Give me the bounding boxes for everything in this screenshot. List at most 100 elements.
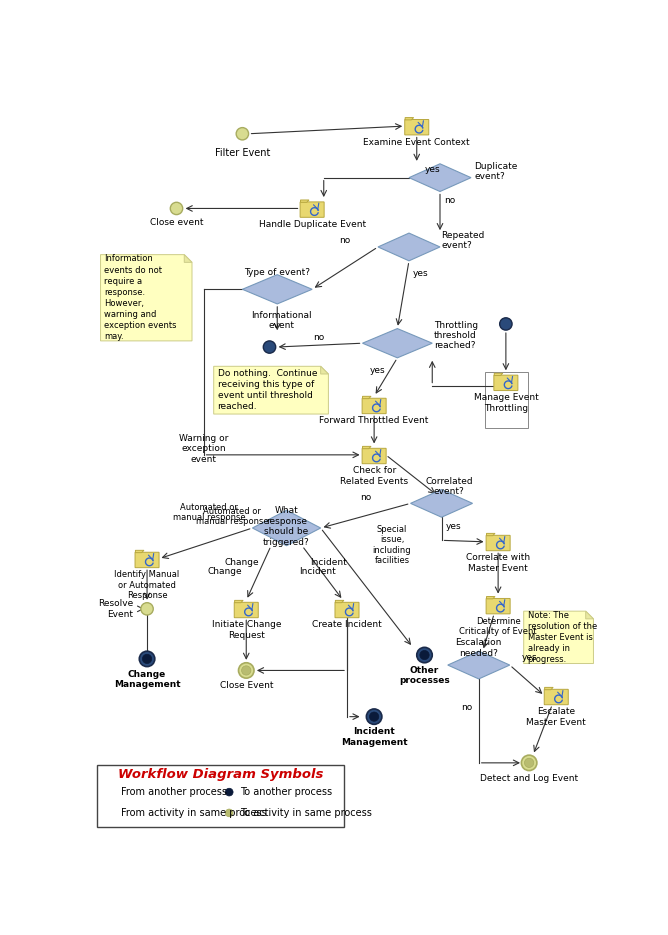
Polygon shape — [448, 651, 510, 679]
FancyBboxPatch shape — [98, 765, 344, 827]
Text: no: no — [360, 493, 371, 502]
Circle shape — [106, 786, 117, 798]
Text: Repeated
event?: Repeated event? — [442, 231, 485, 251]
Text: Forward Throttled Event: Forward Throttled Event — [319, 416, 429, 425]
Text: Information
events do not
require a
response.
However,
warning and
exception eve: Information events do not require a resp… — [104, 254, 177, 341]
FancyBboxPatch shape — [544, 689, 568, 705]
Polygon shape — [486, 533, 495, 536]
Polygon shape — [214, 367, 329, 414]
Circle shape — [140, 651, 155, 667]
Text: Throttling
threshold
reached?: Throttling threshold reached? — [434, 321, 478, 351]
Text: What
response
should be
triggered?: What response should be triggered? — [263, 507, 310, 547]
Text: Initiate Change
Request: Initiate Change Request — [212, 621, 281, 640]
FancyBboxPatch shape — [362, 448, 386, 464]
Text: Duplicate
event?: Duplicate event? — [474, 162, 518, 181]
Text: Special
issue,
including
facilities: Special issue, including facilities — [373, 525, 411, 565]
Polygon shape — [184, 254, 192, 263]
Polygon shape — [524, 611, 593, 664]
FancyBboxPatch shape — [234, 602, 259, 618]
FancyBboxPatch shape — [494, 375, 518, 391]
Text: yes: yes — [370, 366, 385, 375]
Polygon shape — [411, 490, 472, 517]
Polygon shape — [234, 600, 243, 603]
Text: Close Event: Close Event — [220, 682, 273, 690]
Polygon shape — [378, 233, 440, 261]
Polygon shape — [544, 687, 553, 690]
FancyBboxPatch shape — [486, 536, 510, 551]
Polygon shape — [363, 328, 432, 358]
Circle shape — [417, 647, 432, 663]
FancyBboxPatch shape — [362, 398, 386, 413]
Text: no: no — [444, 196, 455, 206]
Circle shape — [106, 808, 117, 818]
Text: yes: yes — [522, 653, 537, 662]
Circle shape — [141, 603, 153, 615]
Text: Correlated
event?: Correlated event? — [426, 477, 473, 496]
Text: Type of event?: Type of event? — [244, 267, 310, 277]
Text: Check for
Related Events: Check for Related Events — [340, 467, 408, 486]
FancyBboxPatch shape — [300, 202, 324, 217]
Text: yes: yes — [413, 269, 428, 279]
Text: Change
Management: Change Management — [114, 669, 180, 689]
Text: Identify Manual
or Automated
Response: Identify Manual or Automated Response — [114, 570, 180, 600]
FancyBboxPatch shape — [486, 598, 510, 614]
Circle shape — [222, 785, 236, 799]
Circle shape — [142, 654, 152, 664]
Circle shape — [170, 202, 183, 215]
Text: Incident: Incident — [310, 558, 347, 568]
Circle shape — [238, 663, 254, 678]
Circle shape — [420, 651, 429, 660]
Circle shape — [263, 341, 276, 353]
Polygon shape — [321, 367, 329, 374]
FancyBboxPatch shape — [135, 553, 159, 568]
Text: To another process: To another process — [240, 787, 332, 798]
Text: Close event: Close event — [150, 218, 203, 226]
Circle shape — [524, 758, 534, 768]
Circle shape — [236, 127, 248, 140]
Text: Escalation
needed?: Escalation needed? — [456, 639, 502, 658]
Circle shape — [369, 712, 379, 721]
Text: Automated or
manual response: Automated or manual response — [196, 507, 269, 526]
Circle shape — [225, 809, 233, 817]
Text: no: no — [339, 237, 351, 245]
Text: no: no — [313, 333, 325, 341]
Text: Handle Duplicate Event: Handle Duplicate Event — [259, 220, 365, 229]
Circle shape — [366, 709, 382, 725]
Polygon shape — [363, 446, 371, 449]
Text: Resolve
Event: Resolve Event — [98, 599, 133, 619]
Text: Informational
event: Informational event — [250, 310, 311, 330]
Text: no: no — [462, 703, 472, 712]
Circle shape — [225, 788, 233, 796]
Polygon shape — [494, 373, 503, 376]
Circle shape — [222, 806, 236, 820]
Text: Escalate
Master Event: Escalate Master Event — [526, 708, 586, 726]
Polygon shape — [301, 200, 309, 202]
Text: Other
processes: Other processes — [399, 666, 450, 685]
Polygon shape — [136, 551, 144, 553]
Text: Examine Event Context: Examine Event Context — [363, 137, 470, 147]
Text: To activity in same process: To activity in same process — [240, 808, 372, 818]
Text: Incident
Management: Incident Management — [341, 727, 407, 747]
Text: Change: Change — [207, 567, 242, 576]
Polygon shape — [253, 511, 321, 546]
FancyBboxPatch shape — [485, 372, 528, 428]
Text: From activity in same process: From activity in same process — [121, 808, 267, 818]
Text: Do nothing.  Continue
receiving this type of
event until threshold
reached.: Do nothing. Continue receiving this type… — [218, 369, 317, 411]
Circle shape — [500, 318, 512, 330]
Polygon shape — [486, 597, 495, 598]
Text: Note: The
resolution of the
Master Event is
already in
progress.: Note: The resolution of the Master Event… — [528, 611, 597, 664]
FancyBboxPatch shape — [405, 120, 429, 135]
Text: Incident: Incident — [299, 567, 336, 576]
Polygon shape — [363, 396, 371, 398]
Text: yes: yes — [446, 522, 461, 531]
Circle shape — [522, 755, 537, 770]
Circle shape — [242, 666, 251, 675]
Text: Create Incident: Create Incident — [312, 621, 382, 629]
Polygon shape — [242, 275, 312, 304]
Polygon shape — [409, 164, 471, 192]
Text: Detect and Log Event: Detect and Log Event — [480, 773, 578, 783]
Text: Determine
Criticality of Event: Determine Criticality of Event — [460, 616, 537, 636]
Polygon shape — [101, 254, 192, 341]
Text: Filter Event: Filter Event — [214, 148, 270, 158]
Text: yes: yes — [424, 165, 440, 175]
